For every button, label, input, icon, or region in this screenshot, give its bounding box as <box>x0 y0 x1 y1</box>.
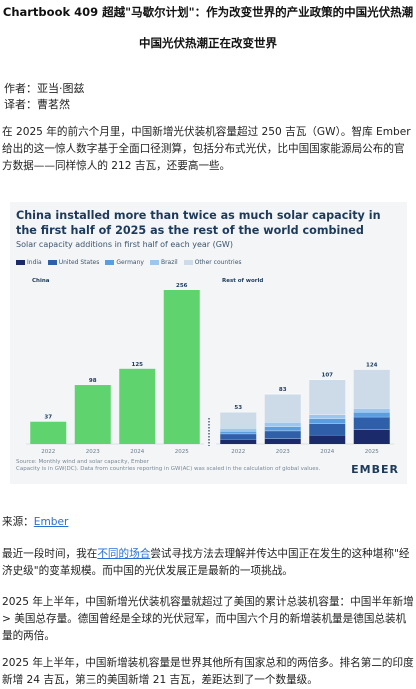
chart-figure: China installed more than twice as much … <box>10 202 407 484</box>
legend-item-united-states: United States <box>47 259 100 266</box>
bar-segment-other-countries-2023 <box>264 394 301 423</box>
bar-china-2025 <box>163 290 200 444</box>
panel-label-china: China <box>32 278 50 284</box>
bar-segment-brazil-2025 <box>353 408 390 413</box>
translator-line: 译者：曹茗然 <box>4 98 70 111</box>
legend-label-other-countries: Other countries <box>194 259 242 266</box>
article-subtitle: 中国光伏热潮正在改变世界 <box>139 36 277 50</box>
chart-subtitle: Solar capacity additions in first half o… <box>16 240 233 249</box>
legend-label-india: India <box>27 259 42 266</box>
source-label: 来源： <box>2 516 34 528</box>
legend-label-united-states: United States <box>58 259 100 266</box>
legend-item-india: India <box>16 259 42 266</box>
bar-china-2024 <box>119 368 156 444</box>
bar-segment-other-countries-2025 <box>353 369 390 409</box>
chart-note-line: Capacity is in GW(DC). Data from countri… <box>16 466 321 472</box>
author-line: 作者：亚当·图兹 <box>4 82 85 95</box>
x-tick-china-2023: 2023 <box>86 449 100 455</box>
bar-segment-united-states-2024 <box>309 423 346 435</box>
paragraph-2-start: 最近一段时间，我在 <box>2 548 98 560</box>
bar-segment-united-states-2023 <box>264 430 301 439</box>
bar-segment-germany-2025 <box>353 412 390 417</box>
legend-swatch-germany <box>105 260 115 265</box>
value-label-rest-of-world-2025: 124 <box>366 362 378 368</box>
bar-segment-united-states-2022 <box>220 433 257 440</box>
source-link[interactable]: Ember <box>33 516 69 528</box>
legend-item-other-countries: Other countries <box>183 259 242 266</box>
chart-source-line: Source: Monthly wind and solar capacity,… <box>16 459 149 465</box>
bar-segment-germany-2024 <box>309 418 346 424</box>
bar-segment-india-2022 <box>220 439 257 444</box>
chart-plot: China 37 2022 98 2023 125 2024 256 2025 Rest of w… <box>26 278 394 455</box>
value-label-china-2024: 125 <box>132 362 144 368</box>
paragraph-3: 2025 年上半年，中国新增光伏装机容量就超过了美国的累计总装机容量：中国半年新… <box>2 596 414 642</box>
chart-source: Source: Monthly wind and solar capacity,… <box>16 459 336 473</box>
article-title: Chartbook 409 超越"马歇尔计划"：作为改变世界的产业政策的中国光伏… <box>2 5 414 19</box>
x-tick-rest-of-world-2023: 2023 <box>276 449 290 455</box>
legend-label-brazil: Brazil <box>160 259 178 266</box>
bar-segment-other-countries-2024 <box>309 379 346 415</box>
different-occasions-link[interactable]: 不同的场合 <box>97 548 151 560</box>
panel-label-rest-of-world: Rest of world <box>222 278 263 284</box>
chart-title: China installed more than twice as much … <box>16 209 381 237</box>
bar-china-2022 <box>30 421 67 444</box>
bar-segment-other-countries-2022 <box>220 412 257 429</box>
value-label-rest-of-world-2024: 107 <box>322 373 334 379</box>
value-label-china-2022: 37 <box>44 415 52 421</box>
bar-segment-india-2025 <box>353 429 390 444</box>
bar-segment-brazil-2022 <box>220 428 257 432</box>
paragraph-2: 最近一段时间，我在不同的场合尝试寻找方法去理解并传达中国正在发生的这种堪称"经济… <box>2 546 414 580</box>
x-tick-china-2022: 2022 <box>41 449 55 455</box>
source-line: 来源：Ember <box>2 514 414 531</box>
legend-label-germany: Germany <box>116 259 144 266</box>
paragraph-4: 2025 年上半年，中国新增装机容量是世界其他所有国家总和的两倍多。排名第二的印… <box>2 657 414 686</box>
legend-swatch-other-countries <box>183 260 193 265</box>
legend-swatch-brazil <box>149 260 159 265</box>
ember-logo: EMBER <box>351 463 399 476</box>
legend-item-brazil: Brazil <box>149 259 178 266</box>
legend-swatch-india <box>16 260 25 265</box>
bar-segment-brazil-2024 <box>309 414 346 419</box>
bar-segment-united-states-2025 <box>353 416 390 430</box>
x-tick-rest-of-world-2022: 2022 <box>231 449 245 455</box>
x-tick-rest-of-world-2025: 2025 <box>365 449 379 455</box>
chart-legend: India United States Germany Brazil Other cou… <box>16 259 242 266</box>
x-tick-rest-of-world-2024: 2024 <box>320 449 334 455</box>
x-tick-china-2025: 2025 <box>175 449 189 455</box>
bar-china-2023 <box>74 385 111 444</box>
legend-swatch-united-states <box>47 260 57 265</box>
bar-segment-germany-2023 <box>264 426 301 431</box>
paragraph-intro: 在 2025 年的前六个月里，中国新增光伏装机容量超过 250 吉瓦（GW）。智… <box>2 126 411 172</box>
legend-item-germany: Germany <box>105 259 144 266</box>
paragraph-2-end: 尝试寻找方法去理解并传达中国正在发生的这种堪称"经济史级"的变革规模。而中国的光… <box>2 548 410 577</box>
bar-segment-brazil-2023 <box>264 422 301 427</box>
bar-segment-india-2024 <box>309 434 346 444</box>
value-label-china-2023: 98 <box>89 378 97 384</box>
bar-segment-germany-2022 <box>220 431 257 434</box>
value-label-china-2025: 256 <box>176 283 188 289</box>
bar-segment-india-2023 <box>264 438 301 444</box>
x-tick-china-2024: 2024 <box>130 449 144 455</box>
value-label-rest-of-world-2023: 83 <box>279 387 287 393</box>
value-label-rest-of-world-2022: 53 <box>234 405 242 411</box>
